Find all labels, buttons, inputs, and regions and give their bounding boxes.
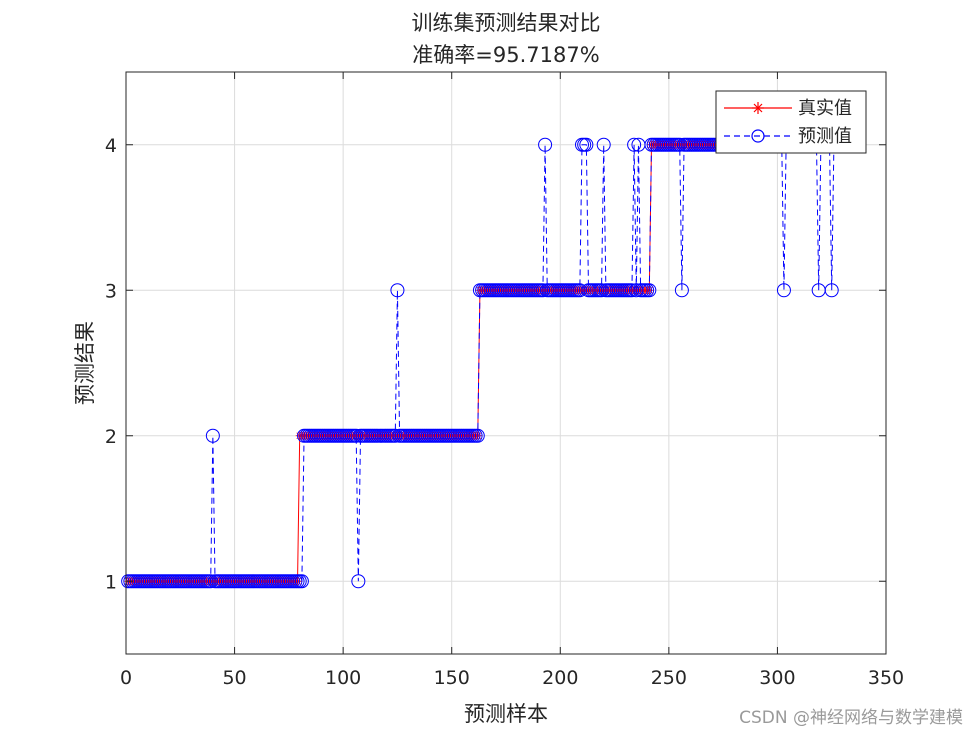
y-tick-label: 2 — [105, 426, 117, 448]
legend: 真实值 预测值 — [715, 90, 867, 154]
predicted-value-point — [351, 574, 366, 589]
x-axis-label: 预测样本 — [464, 702, 548, 726]
x-tick-label: 300 — [759, 667, 795, 689]
chart-subtitle: 准确率=95.7187% — [412, 43, 599, 67]
legend-label-predicted: 预测值 — [798, 126, 852, 147]
chart-title: 训练集预测结果对比 — [412, 11, 601, 35]
y-tick-label: 3 — [105, 280, 117, 302]
y-tick-label: 4 — [105, 135, 117, 157]
legend-box — [715, 90, 867, 154]
y-axis-label: 预测结果 — [73, 321, 97, 405]
predicted-value-point — [390, 283, 405, 298]
predicted-value-point — [470, 428, 485, 443]
predicted-value-point — [538, 137, 553, 152]
asterisk-icon — [752, 102, 764, 114]
predicted-value-point — [596, 137, 611, 152]
x-tick-label: 200 — [542, 667, 578, 689]
predicted-value-point — [776, 283, 791, 298]
plot-area — [126, 72, 886, 654]
axes-box — [125, 71, 887, 655]
x-tick-label: 250 — [651, 667, 687, 689]
predicted-value-point — [579, 137, 594, 152]
watermark: CSDN @神经网络与数学建模 — [739, 708, 963, 728]
circle-icon — [751, 129, 765, 143]
x-tick-label: 50 — [222, 667, 246, 689]
predicted-value-point — [205, 428, 220, 443]
predicted-value-point — [674, 283, 689, 298]
x-tick-label: 350 — [868, 667, 904, 689]
predicted-value-point — [627, 137, 642, 152]
x-tick-label: 0 — [120, 667, 132, 689]
predicted-value-point — [824, 283, 839, 298]
y-tick-label: 1 — [105, 571, 117, 593]
x-tick-label: 100 — [325, 667, 361, 689]
predicted-value-markers — [121, 137, 844, 589]
x-tick-label: 150 — [434, 667, 470, 689]
predicted-value-point — [294, 574, 309, 589]
legend-label-true: 真实值 — [798, 98, 852, 119]
axis-ticks: 0 50 100 150 200 250 300 350 1 2 3 4 — [105, 72, 904, 689]
predicted-value-point — [642, 283, 657, 298]
